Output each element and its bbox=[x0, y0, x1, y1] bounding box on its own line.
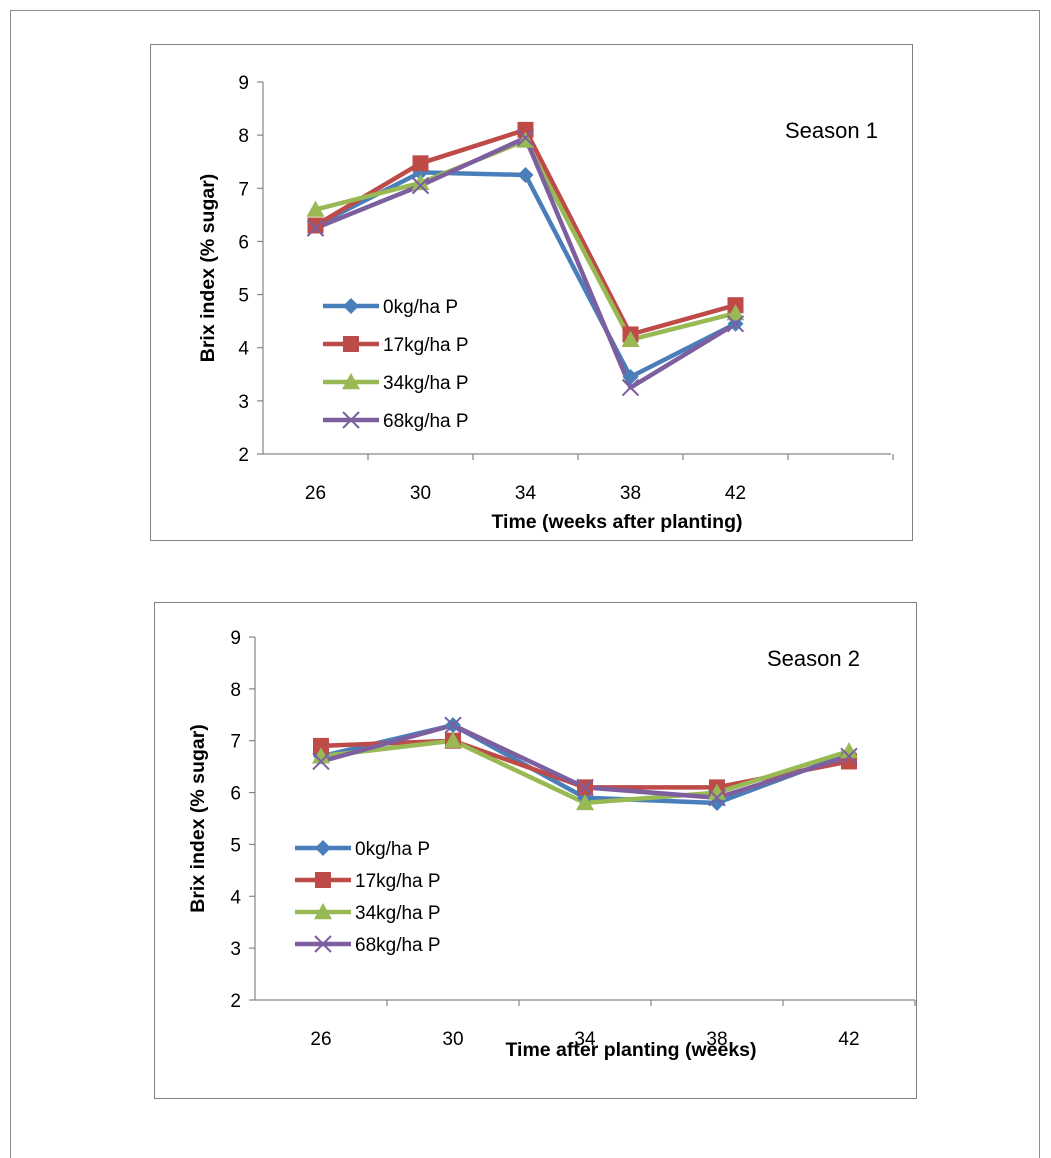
data-point-s4 bbox=[306, 219, 325, 237]
y-tick-label: 9 bbox=[230, 628, 241, 649]
season-1-chart: 2 3 4 5 6 7 8 9 26 30 34 38 42 0kg/ha P 17kg/ha P 34kg/… bbox=[150, 44, 913, 541]
y-tick-label: 3 bbox=[238, 392, 249, 413]
legend-label: 68kg/ha P bbox=[383, 411, 469, 432]
y-tick-label: 6 bbox=[238, 232, 249, 253]
data-point-s4 bbox=[411, 176, 430, 195]
data-point-s2 bbox=[412, 155, 429, 172]
data-point-s4-stroke-b bbox=[708, 789, 726, 807]
season-label: Season 1 bbox=[785, 118, 878, 143]
legend-marker-1 bbox=[315, 840, 331, 856]
y-tick-label: 7 bbox=[230, 732, 241, 753]
legend-label: 0kg/ha P bbox=[355, 839, 430, 860]
data-point-s3 bbox=[312, 747, 330, 764]
y-tick-label: 6 bbox=[230, 784, 241, 805]
legend-label: 0kg/ha P bbox=[383, 297, 458, 318]
data-point-s4 bbox=[576, 778, 594, 797]
data-point-s4-stroke-b bbox=[516, 129, 535, 147]
page-frame bbox=[10, 10, 1040, 1158]
season-2-chart: 2 3 4 5 6 7 8 9 26 30 34 38 42 0kg/ha P 17kg/ha P 34kg/… bbox=[154, 602, 917, 1099]
legend-marker-3 bbox=[342, 373, 360, 390]
x-tick-label: 30 bbox=[410, 483, 431, 504]
data-point-s2 bbox=[307, 217, 324, 234]
data-point-s1 bbox=[517, 167, 534, 183]
legend-label: 17kg/ha P bbox=[355, 871, 441, 892]
legend-marker-4-stroke-b bbox=[342, 411, 360, 429]
x-tick-label: 26 bbox=[305, 483, 326, 504]
x-tick-label: 42 bbox=[725, 483, 746, 504]
data-point-s2 bbox=[313, 737, 329, 754]
y-tick-label: 3 bbox=[230, 939, 241, 960]
data-point-s4-stroke-b bbox=[312, 752, 330, 771]
data-point-s3 bbox=[840, 742, 858, 759]
y-tick-label: 4 bbox=[238, 339, 249, 360]
y-tick-label: 8 bbox=[230, 680, 241, 701]
x-tick-label: 38 bbox=[620, 483, 641, 504]
data-point-s4-stroke-b bbox=[411, 176, 430, 195]
data-point-s4 bbox=[516, 129, 535, 147]
data-point-s3 bbox=[411, 173, 430, 191]
data-point-s4-stroke-b bbox=[840, 747, 858, 765]
x-tick-label: 26 bbox=[310, 1029, 331, 1050]
y-tick-label: 8 bbox=[238, 126, 249, 147]
data-point-s4-stroke-b bbox=[306, 219, 325, 237]
x-axis-title: Time after planting (weeks) bbox=[505, 1039, 756, 1061]
data-point-s3 bbox=[621, 330, 640, 347]
y-tick-label: 4 bbox=[230, 887, 241, 908]
y-axis-title: Brix index (% sugar) bbox=[187, 724, 209, 913]
legend-label: 17kg/ha P bbox=[383, 335, 469, 356]
data-point-s3 bbox=[708, 783, 726, 800]
data-point-s4 bbox=[312, 752, 330, 771]
y-tick-label: 2 bbox=[230, 991, 241, 1012]
x-tick-label: 42 bbox=[838, 1029, 859, 1050]
data-point-s4 bbox=[621, 378, 640, 397]
y-tick-label: 7 bbox=[238, 179, 249, 200]
season-label: Season 2 bbox=[767, 646, 860, 671]
y-tick-label: 5 bbox=[238, 286, 249, 307]
legend-marker-2 bbox=[343, 336, 359, 352]
legend-marker-4 bbox=[314, 935, 332, 953]
data-point-s4 bbox=[444, 716, 462, 734]
legend-marker-1 bbox=[343, 298, 359, 314]
legend-marker-4 bbox=[342, 411, 360, 429]
data-point-s3 bbox=[306, 200, 325, 217]
x-tick-label: 34 bbox=[574, 1029, 596, 1050]
y-tick-label: 5 bbox=[230, 835, 241, 856]
x-tick-label: 38 bbox=[706, 1029, 727, 1050]
x-tick-label: 34 bbox=[515, 483, 537, 504]
y-tick-label: 9 bbox=[238, 73, 249, 94]
data-point-s4 bbox=[708, 789, 726, 807]
y-axis-title: Brix index (% sugar) bbox=[197, 174, 219, 363]
data-point-s3 bbox=[576, 793, 594, 811]
legend-label: 34kg/ha P bbox=[383, 373, 469, 394]
data-point-s4-stroke-b bbox=[726, 315, 745, 333]
data-point-s4-stroke-b bbox=[444, 716, 462, 734]
legend-marker-3 bbox=[314, 903, 332, 920]
data-point-s3 bbox=[444, 731, 462, 748]
series-line-2 bbox=[314, 127, 737, 337]
legend-label: 68kg/ha P bbox=[355, 935, 441, 956]
legend-marker-4-stroke-b bbox=[314, 935, 332, 953]
data-point-s4 bbox=[840, 747, 858, 765]
legend-label: 34kg/ha P bbox=[355, 903, 441, 924]
data-point-s4-stroke-b bbox=[576, 778, 594, 797]
data-point-s1 bbox=[622, 368, 639, 385]
x-axis-title: Time (weeks after planting) bbox=[491, 511, 742, 533]
data-point-s4 bbox=[726, 315, 745, 333]
data-point-s3 bbox=[726, 304, 745, 321]
x-tick-label: 30 bbox=[442, 1029, 463, 1050]
legend-marker-2 bbox=[315, 872, 331, 888]
y-tick-label: 2 bbox=[238, 445, 249, 466]
data-point-s4-stroke-b bbox=[621, 378, 640, 397]
